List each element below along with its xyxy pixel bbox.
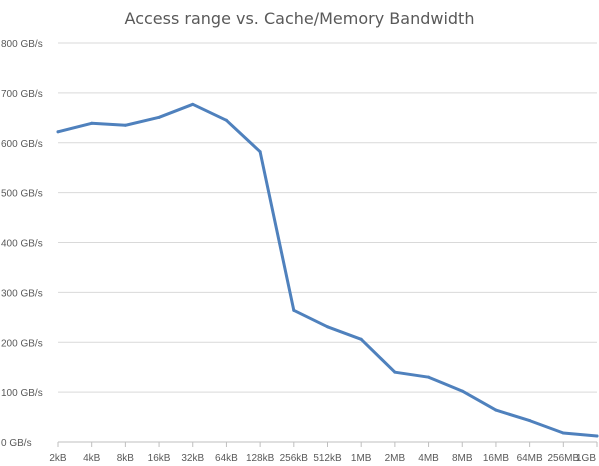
data-point <box>494 408 498 412</box>
data-point <box>427 375 431 379</box>
data-point <box>56 130 60 134</box>
axes <box>57 441 598 447</box>
x-tick-label: 512kB <box>313 453 342 464</box>
x-tick-label: 2kB <box>49 453 67 464</box>
data-point <box>157 115 161 119</box>
data-point <box>595 434 599 438</box>
data-point <box>123 123 127 127</box>
data-point <box>460 389 464 393</box>
x-tick-label: 2MB <box>385 453 406 464</box>
data-point <box>90 121 94 125</box>
y-tick-label: 300 GB/s <box>1 288 43 299</box>
x-tick-label: 16kB <box>148 453 171 464</box>
data-point <box>528 419 532 423</box>
y-tick-label: 0 GB/s <box>1 438 32 449</box>
x-tick-label: 8kB <box>117 453 135 464</box>
tick-labels: 0 GB/s 100 GB/s 200 GB/s 300 GB/s 400 GB/s 50… <box>1 39 596 464</box>
y-tick-label: 100 GB/s <box>1 388 43 399</box>
x-tick-label: 8MB <box>452 453 473 464</box>
data-point <box>561 431 565 435</box>
x-tick-label: 256MB <box>547 453 579 464</box>
data-point <box>326 325 329 329</box>
x-tick-label: 1MB <box>351 453 372 464</box>
series-layer <box>56 102 599 438</box>
gridlines <box>58 42 597 393</box>
y-tick-label: 600 GB/s <box>1 139 43 150</box>
x-tick-label: 4kB <box>83 453 101 464</box>
y-tick-label: 800 GB/s <box>1 39 43 50</box>
y-tick-label: 200 GB/s <box>1 338 43 349</box>
x-tick-label: 64MB <box>517 453 543 464</box>
series-line-0 <box>56 102 599 438</box>
x-tick-label: 16MB <box>483 453 509 464</box>
data-point <box>292 308 296 312</box>
x-tick-label: 64kB <box>215 453 238 464</box>
y-tick-label: 400 GB/s <box>1 239 43 250</box>
data-point <box>359 337 363 341</box>
x-tick-label: 32kB <box>181 453 204 464</box>
data-point <box>393 370 397 374</box>
chart-title: Access range vs. Cache/Memory Bandwidth <box>124 9 475 28</box>
data-point <box>258 150 262 154</box>
data-point <box>191 102 195 106</box>
x-tick-label: 256kB <box>280 453 309 464</box>
y-tick-label: 500 GB/s <box>1 189 43 200</box>
data-point <box>224 118 228 122</box>
y-tick-label: 700 GB/s <box>1 89 43 100</box>
x-tick-label: 4MB <box>418 453 439 464</box>
x-tick-label: 1GB <box>576 453 596 464</box>
x-tick-label: 128kB <box>246 453 275 464</box>
